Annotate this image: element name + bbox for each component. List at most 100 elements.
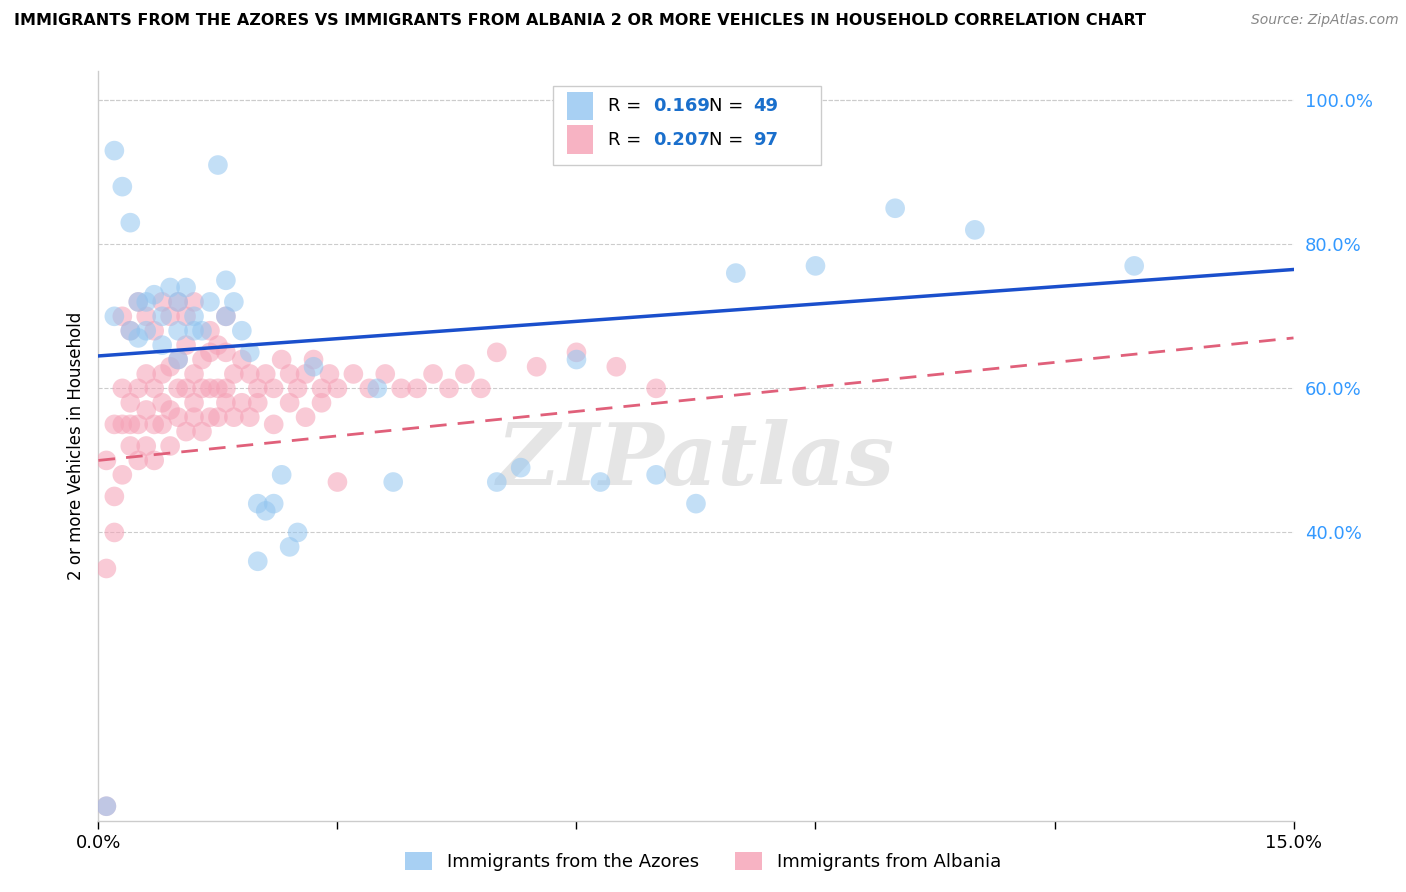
Point	[605, 359, 627, 374]
Point	[150, 417, 173, 432]
Legend: Immigrants from the Azores, Immigrants from Albania: Immigrants from the Azores, Immigrants f…	[398, 845, 1008, 879]
Point	[103, 310, 125, 324]
Point	[135, 403, 157, 417]
Point	[103, 490, 125, 504]
Point	[215, 381, 238, 395]
Point	[167, 324, 190, 338]
Point	[103, 144, 125, 158]
Point	[215, 310, 238, 324]
Y-axis label: 2 or more Vehicles in Household: 2 or more Vehicles in Household	[66, 312, 84, 580]
Point	[278, 540, 301, 554]
Point	[159, 403, 181, 417]
Point	[120, 396, 142, 410]
Point	[111, 179, 134, 194]
Text: Source: ZipAtlas.com: Source: ZipAtlas.com	[1251, 13, 1399, 28]
Point	[526, 359, 548, 374]
Point	[884, 201, 907, 215]
Point	[685, 497, 707, 511]
Point	[263, 417, 285, 432]
Point	[422, 367, 444, 381]
Text: 0.169: 0.169	[652, 97, 710, 115]
Point	[406, 381, 429, 395]
Point	[724, 266, 747, 280]
Text: ZIPatlas: ZIPatlas	[496, 419, 896, 503]
Point	[111, 467, 134, 482]
Point	[159, 359, 181, 374]
Point	[254, 367, 277, 381]
Point	[135, 310, 157, 324]
Point	[150, 396, 173, 410]
Text: 0.207: 0.207	[652, 130, 710, 149]
Point	[270, 352, 292, 367]
Point	[159, 310, 181, 324]
Point	[374, 367, 396, 381]
Point	[127, 417, 149, 432]
Point	[215, 396, 238, 410]
Point	[215, 273, 238, 287]
Point	[485, 345, 508, 359]
Point	[150, 294, 173, 309]
Point	[120, 417, 142, 432]
Point	[215, 345, 238, 359]
Point	[174, 381, 197, 395]
Point	[437, 381, 460, 395]
Point	[302, 352, 325, 367]
Point	[263, 381, 285, 395]
Point	[485, 475, 508, 489]
Point	[198, 345, 221, 359]
Point	[287, 525, 309, 540]
Point	[167, 294, 190, 309]
Point	[167, 381, 190, 395]
FancyBboxPatch shape	[553, 87, 821, 165]
Point	[127, 294, 149, 309]
Point	[311, 396, 333, 410]
Point	[167, 410, 190, 425]
Point	[246, 396, 269, 410]
Point	[326, 381, 349, 395]
Point	[135, 367, 157, 381]
Point	[96, 453, 118, 467]
Point	[96, 799, 118, 814]
Point	[167, 294, 190, 309]
Point	[120, 216, 142, 230]
Point	[143, 287, 166, 301]
Point	[231, 352, 253, 367]
Text: IMMIGRANTS FROM THE AZORES VS IMMIGRANTS FROM ALBANIA 2 OR MORE VEHICLES IN HOUS: IMMIGRANTS FROM THE AZORES VS IMMIGRANTS…	[14, 13, 1146, 29]
Point	[645, 467, 668, 482]
Point	[565, 352, 588, 367]
Text: N =: N =	[709, 97, 744, 115]
Point	[294, 410, 316, 425]
FancyBboxPatch shape	[567, 125, 593, 153]
Point	[183, 294, 205, 309]
Point	[159, 439, 181, 453]
Point	[135, 324, 157, 338]
Point	[150, 367, 173, 381]
Point	[254, 504, 277, 518]
Point	[103, 417, 125, 432]
Point	[143, 324, 166, 338]
Point	[120, 439, 142, 453]
Point	[311, 381, 333, 395]
Point	[174, 338, 197, 352]
Point	[509, 460, 531, 475]
Point	[470, 381, 492, 395]
Point	[454, 367, 477, 381]
Point	[167, 352, 190, 367]
Point	[191, 425, 214, 439]
Text: N =: N =	[709, 130, 744, 149]
FancyBboxPatch shape	[567, 92, 593, 120]
Point	[174, 425, 197, 439]
Point	[963, 223, 986, 237]
Point	[135, 294, 157, 309]
Point	[150, 338, 173, 352]
Point	[382, 475, 405, 489]
Point	[239, 410, 262, 425]
Point	[183, 324, 205, 338]
Point	[231, 396, 253, 410]
Point	[96, 561, 118, 575]
Point	[96, 799, 118, 814]
Point	[1123, 259, 1146, 273]
Point	[167, 352, 190, 367]
Point	[198, 324, 221, 338]
Point	[183, 396, 205, 410]
